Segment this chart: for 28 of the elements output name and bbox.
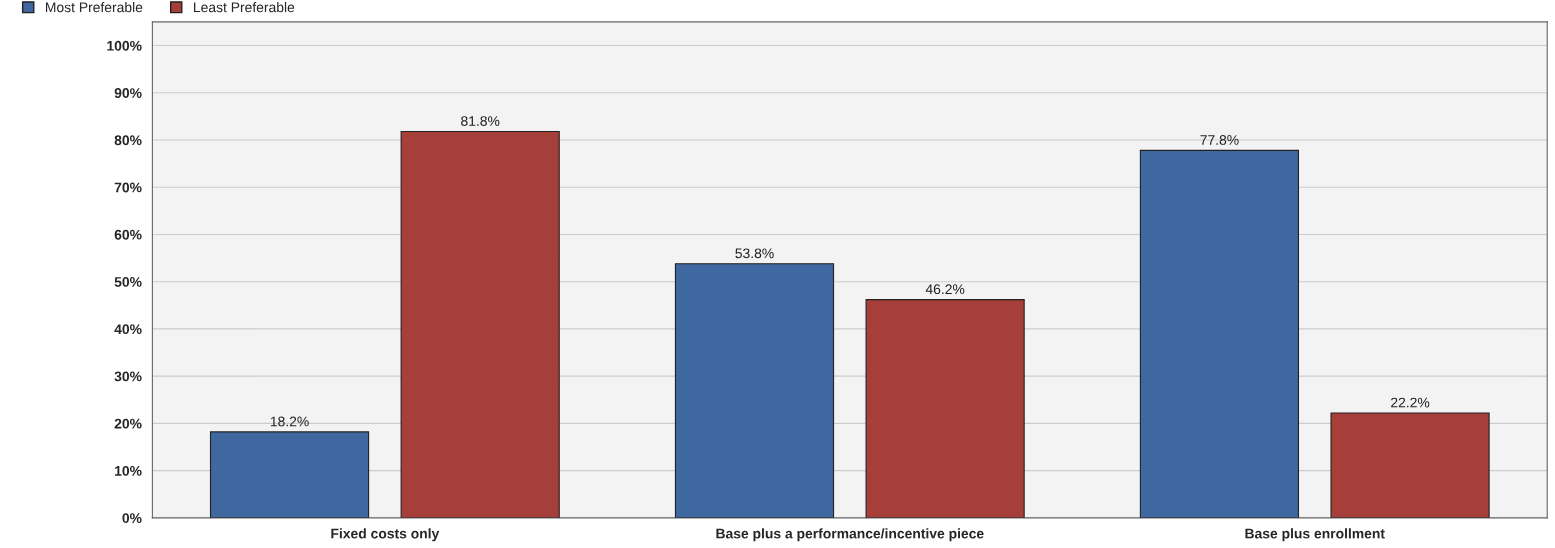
y-tick-label: 40% bbox=[114, 324, 142, 335]
y-tick-label: 30% bbox=[114, 371, 142, 382]
y-tick-label: 80% bbox=[114, 135, 142, 146]
data-label: 77.8% bbox=[1200, 135, 1239, 145]
y-tick-label: 60% bbox=[114, 229, 142, 240]
data-label: 18.2% bbox=[270, 416, 309, 427]
x-tick-label: Base plus enrollment bbox=[1245, 528, 1385, 542]
y-tick-label: 20% bbox=[114, 418, 142, 429]
legend-label: Least Preferable bbox=[194, 2, 295, 13]
data-label: 53.8% bbox=[735, 248, 774, 259]
bar bbox=[400, 130, 560, 518]
y-tick-label: 100% bbox=[107, 40, 142, 51]
bar bbox=[674, 263, 835, 518]
y-tick-label: 50% bbox=[114, 277, 142, 287]
bar bbox=[865, 299, 1025, 518]
y-tick-label: 70% bbox=[114, 182, 142, 193]
bar bbox=[1139, 149, 1300, 518]
y-tick-label: 10% bbox=[115, 465, 142, 476]
bar bbox=[1330, 412, 1490, 518]
data-label: 81.8% bbox=[461, 116, 500, 126]
y-tick-label: 90% bbox=[114, 88, 142, 98]
x-tick-label: Base plus a performance/incentive piece bbox=[716, 528, 984, 542]
y-tick-label: 0% bbox=[122, 513, 142, 524]
legend-label: Most Preferable bbox=[46, 2, 143, 13]
x-tick-label: Fixed costs only bbox=[331, 528, 440, 542]
data-label: 22.2% bbox=[1391, 397, 1430, 408]
bar bbox=[209, 431, 370, 518]
data-label: 46.2% bbox=[925, 284, 965, 295]
